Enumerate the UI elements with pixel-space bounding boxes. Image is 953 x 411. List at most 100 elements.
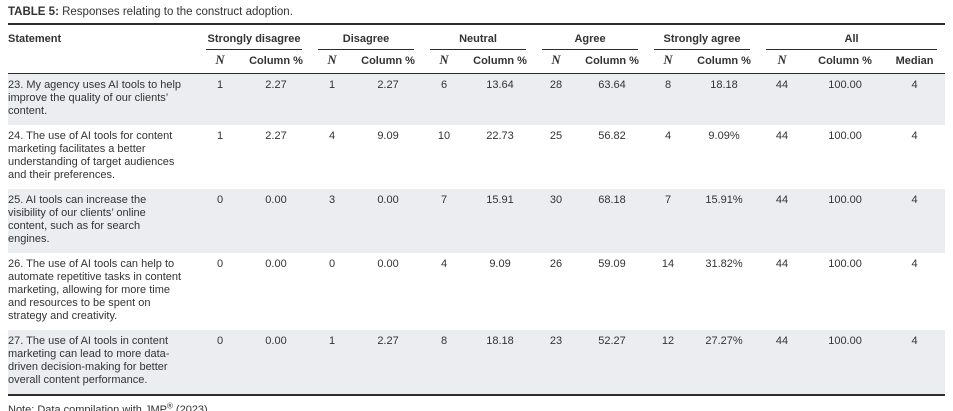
pct-cell: 100.00: [828, 194, 862, 206]
n-cell: 6: [440, 79, 448, 91]
pct-cell: 18.18: [710, 79, 738, 91]
pct-cell: 9.09: [377, 130, 399, 142]
statement-cell: 23. My agency uses AI tools to help impr…: [8, 79, 182, 117]
group-header-label: Neutral: [430, 33, 527, 50]
group-header: All: [758, 25, 945, 50]
median-cell: 4: [911, 79, 918, 91]
n-cell: 1: [328, 79, 336, 91]
n-cell: 1: [216, 79, 224, 91]
pct-cell: 2.27: [377, 79, 399, 91]
group-header-label: All: [766, 33, 938, 50]
n-cell: 44: [775, 130, 789, 142]
pct-cell: 68.18: [598, 194, 626, 206]
n-cell: 26: [549, 258, 563, 270]
pct-cell: 0.00: [242, 330, 311, 396]
n-cell: 1: [310, 330, 355, 396]
n-cell: 44: [775, 194, 789, 206]
median-cell: 4: [884, 330, 946, 396]
table-row: 23. My agency uses AI tools to help impr…: [8, 73, 946, 125]
table-title: TABLE 5: Responses relating to the const…: [8, 5, 945, 25]
n-cell: 8: [422, 330, 467, 396]
n-cell: 3: [328, 194, 336, 206]
pct-cell: 15.91: [486, 194, 514, 206]
group-header-label: Strongly disagree: [206, 33, 303, 50]
statement-cell: 27. The use of AI tools in content marke…: [8, 330, 198, 396]
pct-cell: 2.27: [265, 79, 287, 91]
pct-cell: 100.00: [828, 79, 862, 91]
pct-cell: 9.09%: [708, 130, 740, 142]
table-body: 23. My agency uses AI tools to help impr…: [8, 73, 946, 396]
group-header-label: Strongly agree: [654, 33, 751, 50]
n-cell: 8: [664, 79, 672, 91]
n-column-header: N: [422, 50, 467, 74]
column-pct-header: Column %: [690, 50, 759, 74]
pct-cell: 63.64: [598, 79, 626, 91]
n-column-header: N: [758, 50, 807, 74]
group-header: Neutral: [422, 25, 534, 50]
n-cell: 44: [758, 330, 807, 396]
table-number-label: TABLE 5:: [8, 6, 59, 18]
n-cell: 4: [328, 130, 336, 142]
median-cell: 4: [911, 130, 918, 142]
group-header: Agree: [534, 25, 646, 50]
n-cell: 1: [216, 130, 224, 142]
table-row: 27. The use of AI tools in content marke…: [8, 330, 946, 396]
pct-cell: 9.09: [489, 258, 511, 270]
pct-cell: 0.00: [265, 194, 287, 206]
column-pct-header: Column %: [578, 50, 647, 74]
pct-cell: 0.00: [265, 258, 287, 270]
n-cell: 25: [549, 130, 563, 142]
n-column-header: N: [646, 50, 691, 74]
n-cell: 0: [216, 258, 224, 270]
n-cell: 23: [534, 330, 579, 396]
table-row: 26. The use of AI tools can help to auto…: [8, 253, 945, 330]
n-cell: 10: [437, 130, 451, 142]
pct-cell: 59.09: [598, 258, 626, 270]
column-pct-header: Column %: [242, 50, 311, 74]
column-pct-header: Column %: [354, 50, 423, 74]
registered-trademark-symbol: ®: [166, 401, 173, 411]
n-cell: 4: [440, 258, 448, 270]
pct-cell: 0.00: [377, 258, 399, 270]
table-caption: Responses relating to the construct adop…: [62, 6, 293, 18]
column-pct-header: Column %: [806, 50, 885, 74]
pct-cell: 31.82%: [705, 258, 743, 270]
n-cell: 44: [775, 79, 789, 91]
table-row: 24. The use of AI tools for content mark…: [8, 125, 945, 189]
pct-cell: 15.91%: [705, 194, 743, 206]
pct-cell: 2.27: [354, 330, 423, 396]
group-header: Strongly agree: [646, 25, 758, 50]
statement-cell: 26. The use of AI tools can help to auto…: [8, 258, 182, 322]
table-header: Statement Strongly disagree Disagree Neutra…: [8, 25, 946, 74]
n-column-header: N: [198, 50, 242, 74]
n-column-header: N: [534, 50, 579, 74]
pct-cell: 18.18: [466, 330, 535, 396]
median-cell: 4: [911, 194, 918, 206]
statement-cell: 25. AI tools can increase the visibility…: [8, 194, 147, 245]
group-header: Disagree: [310, 25, 422, 50]
group-header-label: Agree: [542, 33, 639, 50]
table-row: 25. AI tools can increase the visibility…: [8, 189, 946, 253]
n-cell: 7: [440, 194, 448, 206]
n-cell: 4: [664, 130, 672, 142]
n-cell: 14: [661, 258, 675, 270]
pct-cell: 0.00: [377, 194, 399, 206]
n-cell: 0: [216, 194, 224, 206]
pct-cell: 100.00: [828, 258, 862, 270]
statement-column-header: Statement: [8, 25, 198, 74]
pct-cell: 100.00: [828, 130, 862, 142]
group-header-label: Disagree: [318, 33, 415, 50]
n-cell: 0: [328, 258, 336, 270]
n-cell: 44: [775, 258, 789, 270]
median-cell: 4: [911, 258, 918, 270]
n-cell: 0: [198, 330, 242, 396]
median-column-header: Median: [884, 50, 946, 74]
n-cell: 7: [664, 194, 672, 206]
table-notes: Note: Data compilation with JMP® (2023).…: [8, 396, 945, 411]
statement-cell: 24. The use of AI tools for content mark…: [8, 130, 175, 181]
n-cell: 12: [646, 330, 691, 396]
pct-cell: 56.82: [598, 130, 626, 142]
n-column-header: N: [310, 50, 355, 74]
pct-cell: 100.00: [806, 330, 885, 396]
